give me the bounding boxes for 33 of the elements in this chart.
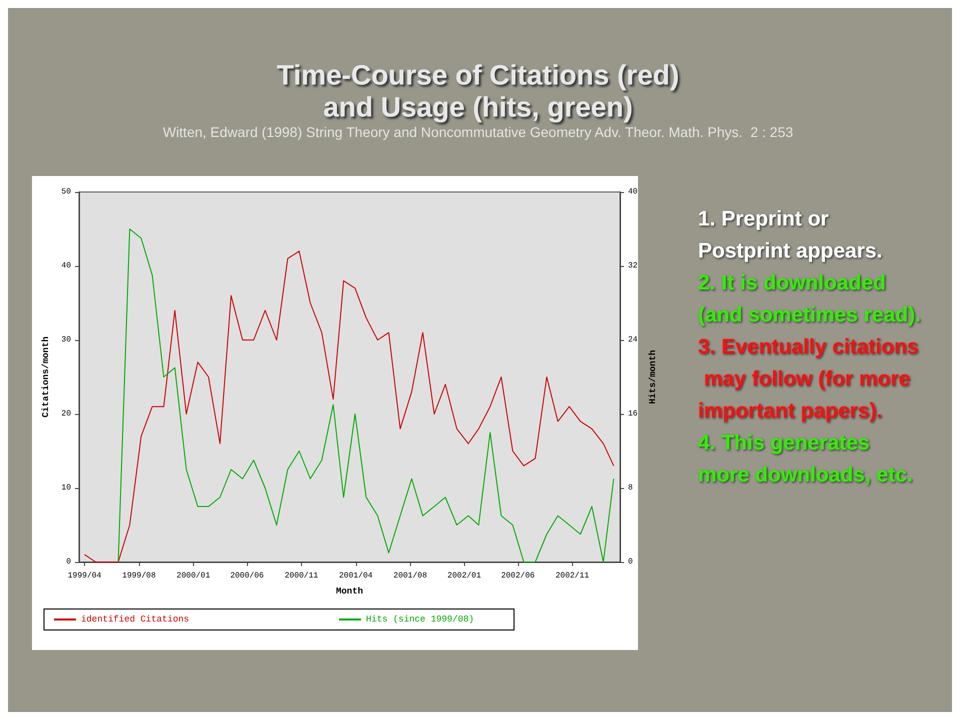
text: 4. This generates more downloads, etc. <box>698 432 913 486</box>
legend-label: identified Citations <box>81 614 190 624</box>
x-tick-label: 2002/11 <box>555 572 590 580</box>
y-tick-label: 40 <box>61 262 72 270</box>
text: 3. Eventually citations may follow (for more important papers). <box>698 336 919 422</box>
y-tick-label: 30 <box>61 336 72 344</box>
x-tick-label: 2002/01 <box>447 572 482 580</box>
y-tick-label: 10 <box>61 484 72 492</box>
y2-tick-label: 32 <box>628 262 638 270</box>
legend-label: Hits (since 1999/08) <box>366 614 474 624</box>
y-tick-label: 0 <box>66 558 72 566</box>
text: 1. Preprint or Postprint appears. <box>698 208 882 262</box>
y-tick-label: 50 <box>61 188 72 196</box>
x-tick-label: 1999/04 <box>68 572 102 580</box>
y2-tick-label: 24 <box>628 336 638 344</box>
chart-title: Time-Course of Citations (red) and Usage (hits, green) <box>276 60 680 122</box>
x-tick-label: 1999/08 <box>122 572 156 580</box>
y2-tick-label: 16 <box>628 410 638 418</box>
y2-tick-label: 8 <box>628 484 633 492</box>
y2-axis-title: Hits/month <box>648 350 658 404</box>
y-tick-label: 20 <box>61 410 72 418</box>
y-axis-title: Citations/month <box>41 336 51 418</box>
y2-tick-label: 0 <box>628 558 633 566</box>
x-axis-title: Month <box>336 586 364 596</box>
x-tick-label: 2001/08 <box>393 572 428 580</box>
chart-subtitle: Witten, Edward (1998) String Theory and Noncommutative Geometry Adv. Theor. Math. Phys. 2 : 253 <box>162 124 794 140</box>
x-tick-label: 2001/04 <box>338 572 373 580</box>
x-tick-label: 2000/01 <box>176 572 210 580</box>
x-tick-label: 2002/06 <box>501 572 535 580</box>
x-tick-label: 2000/06 <box>230 572 264 580</box>
text: 2. It is downloaded (and sometimes read). <box>698 272 921 326</box>
x-tick-label: 2000/11 <box>284 572 318 580</box>
y2-tick-label: 40 <box>628 188 638 196</box>
